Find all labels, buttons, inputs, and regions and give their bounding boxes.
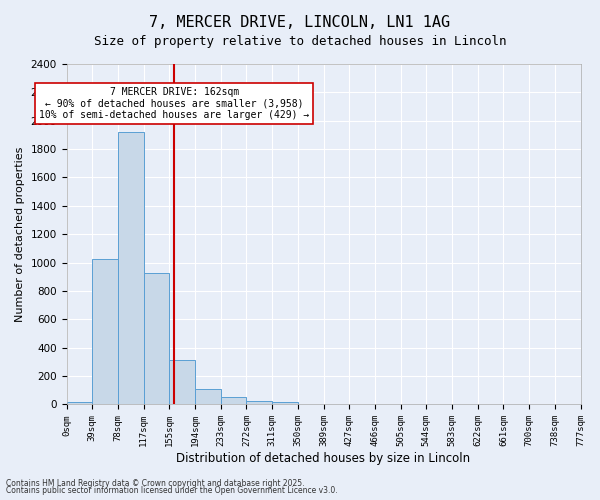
Y-axis label: Number of detached properties: Number of detached properties [15, 146, 25, 322]
Bar [272, 402, 298, 404]
Bar [67, 402, 92, 404]
Bar [92, 259, 118, 404]
Bar [118, 132, 143, 404]
Text: 7, MERCER DRIVE, LINCOLN, LN1 1AG: 7, MERCER DRIVE, LINCOLN, LN1 1AG [149, 15, 451, 30]
Bar [169, 360, 195, 405]
Text: Size of property relative to detached houses in Lincoln: Size of property relative to detached ho… [94, 35, 506, 48]
Bar [143, 272, 169, 404]
Bar [221, 398, 247, 404]
Bar [195, 389, 221, 404]
Text: Contains HM Land Registry data © Crown copyright and database right 2025.: Contains HM Land Registry data © Crown c… [6, 478, 305, 488]
Bar [247, 401, 272, 404]
Text: 7 MERCER DRIVE: 162sqm
← 90% of detached houses are smaller (3,958)
10% of semi-: 7 MERCER DRIVE: 162sqm ← 90% of detached… [40, 86, 310, 120]
X-axis label: Distribution of detached houses by size in Lincoln: Distribution of detached houses by size … [176, 452, 470, 465]
Text: Contains public sector information licensed under the Open Government Licence v3: Contains public sector information licen… [6, 486, 338, 495]
